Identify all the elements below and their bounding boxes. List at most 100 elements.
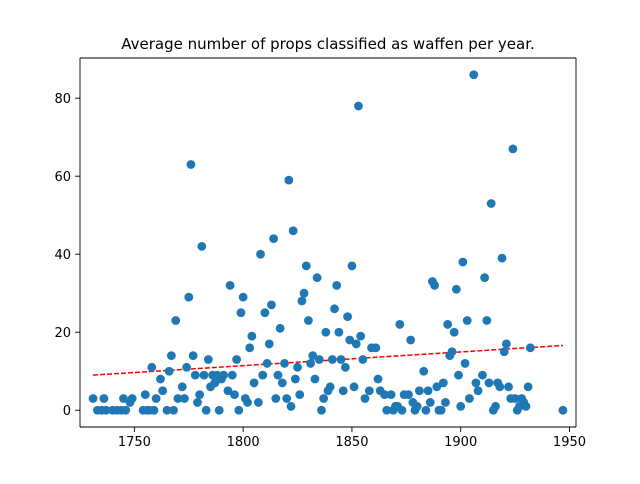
data-point <box>253 398 263 407</box>
data-point <box>230 390 239 400</box>
data-point <box>397 405 407 415</box>
data-point <box>243 398 252 407</box>
data-point <box>343 312 352 322</box>
data-point <box>371 343 381 353</box>
data-point <box>460 359 470 368</box>
data-point <box>308 351 318 361</box>
data-point <box>356 331 366 341</box>
data-point <box>184 292 194 302</box>
data-point <box>166 351 176 361</box>
data-point <box>219 370 228 380</box>
data-point <box>319 394 329 403</box>
data-point <box>480 273 490 283</box>
x-tick-label: 1750 <box>118 435 151 450</box>
data-point <box>264 339 274 349</box>
data-point <box>162 405 172 415</box>
data-point <box>314 355 324 364</box>
data-point <box>414 386 424 396</box>
data-point <box>190 370 200 380</box>
data-point <box>465 394 474 403</box>
data-point <box>521 401 531 411</box>
data-point <box>456 401 466 411</box>
data-point <box>236 308 246 318</box>
data-point <box>99 394 109 403</box>
data-point <box>404 390 413 400</box>
data-point <box>101 405 111 415</box>
data-point <box>295 390 305 400</box>
data-point <box>321 327 331 337</box>
data-point <box>223 386 233 396</box>
data-point <box>269 234 279 243</box>
data-point <box>260 308 270 318</box>
x-tick-label: 1950 <box>553 435 586 450</box>
data-point <box>267 300 276 310</box>
data-point <box>310 374 320 384</box>
data-point <box>258 370 268 380</box>
data-point <box>497 253 507 263</box>
data-point <box>312 273 322 283</box>
data-point <box>354 101 363 111</box>
data-point <box>325 382 335 392</box>
data-point <box>330 304 339 314</box>
x-tick-label: 1800 <box>227 435 260 450</box>
data-point <box>341 362 350 372</box>
data-point <box>484 378 494 388</box>
data-point <box>232 355 242 364</box>
data-point <box>473 386 483 396</box>
data-point <box>327 355 337 364</box>
data-point <box>508 144 518 154</box>
x-tick-label: 1850 <box>335 435 368 450</box>
data-point <box>245 343 255 353</box>
data-point <box>171 316 181 325</box>
data-point <box>523 382 533 392</box>
data-point <box>88 394 98 403</box>
data-point <box>334 327 344 337</box>
data-point <box>436 405 446 415</box>
data-point <box>186 160 196 169</box>
chart-title: Average number of props classified as wa… <box>121 35 535 53</box>
data-point <box>430 281 439 290</box>
data-point <box>177 382 187 392</box>
data-point <box>336 355 346 364</box>
data-point <box>510 394 520 403</box>
data-point <box>351 339 361 349</box>
data-point <box>249 378 259 388</box>
data-point <box>338 386 348 396</box>
data-point <box>271 394 281 403</box>
data-point <box>358 355 368 364</box>
data-point <box>214 405 224 415</box>
data-point <box>293 362 302 372</box>
data-point <box>286 401 296 411</box>
y-tick-label: 0 <box>63 404 71 419</box>
data-point <box>458 257 468 267</box>
data-point <box>306 359 315 368</box>
data-point <box>182 362 191 372</box>
data-point <box>451 284 461 294</box>
data-point <box>151 394 161 403</box>
data-point <box>364 386 374 396</box>
data-point <box>432 382 442 392</box>
data-point <box>395 320 405 329</box>
data-point <box>121 405 131 415</box>
data-point <box>158 386 168 396</box>
data-point <box>188 351 198 361</box>
data-point <box>301 261 311 271</box>
data-point <box>443 320 453 329</box>
data-point <box>386 390 396 400</box>
data-point <box>491 401 500 411</box>
data-point <box>164 366 174 376</box>
data-point <box>297 296 307 306</box>
data-point <box>195 390 205 400</box>
data-point <box>203 355 213 364</box>
data-point <box>140 390 150 400</box>
data-point <box>173 394 183 403</box>
data-point <box>449 327 459 337</box>
data-point <box>280 359 289 368</box>
data-point <box>462 316 472 325</box>
data-point <box>225 281 235 290</box>
y-tick-label: 80 <box>54 92 71 107</box>
data-point <box>234 405 244 415</box>
data-point <box>238 292 248 302</box>
